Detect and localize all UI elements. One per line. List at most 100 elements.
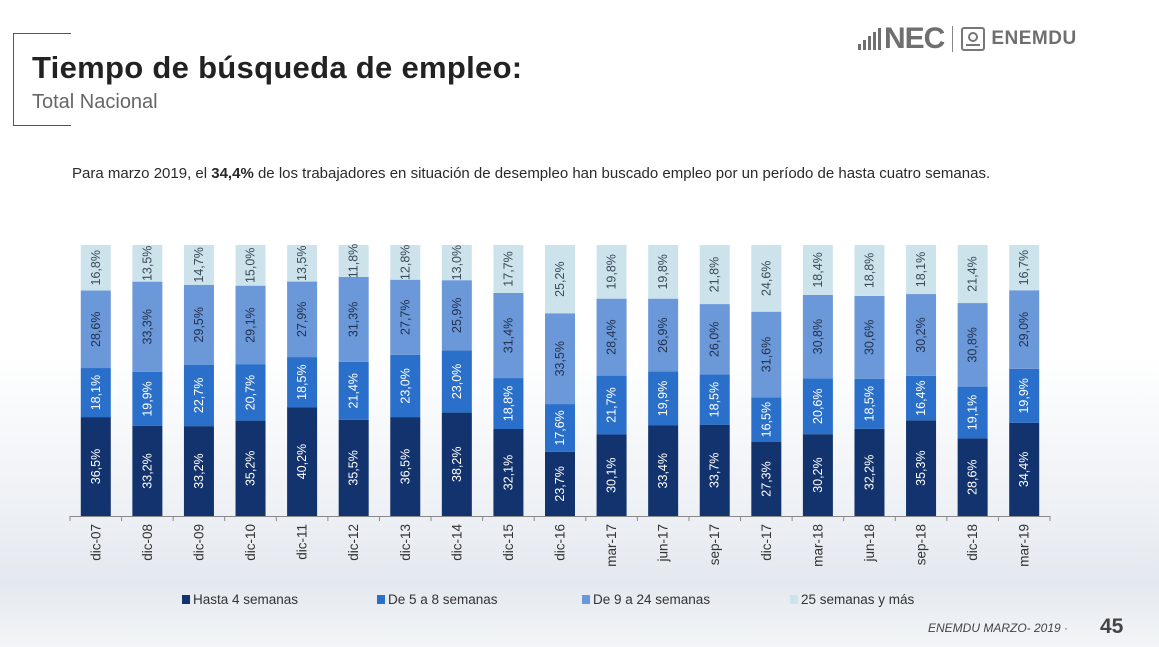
legend-label: De 9 a 24 semanas [593, 592, 711, 607]
bar-segment [802, 245, 833, 295]
data-label: 21,4% [347, 373, 361, 408]
data-label: 11,8% [347, 244, 361, 279]
x-tick-label: dic-16 [553, 524, 568, 561]
legend-item: De 9 a 24 semanas [582, 592, 790, 607]
bar-segment [906, 420, 937, 516]
bar-segment [132, 371, 163, 426]
data-label: 38,2% [450, 447, 464, 482]
footer-source: ENEMDU MARZO- 2019 · [928, 621, 1069, 635]
data-label: 30,8% [966, 327, 980, 362]
chart-legend: Hasta 4 semanas De 5 a 8 semanas De 9 a 24… [182, 592, 970, 607]
data-label: 18,8% [862, 253, 876, 288]
data-label: 27,7% [398, 299, 412, 334]
bar-segment [287, 357, 318, 408]
legend-item: De 5 a 8 semanas [377, 592, 582, 607]
bar-segment [854, 428, 885, 516]
bar-segment [957, 438, 988, 516]
bar-segment [545, 404, 575, 452]
data-label: 35,3% [914, 450, 928, 485]
enemdu-emblem-icon [961, 27, 986, 51]
bar-segment [957, 303, 988, 387]
bar-segment [441, 412, 472, 516]
data-label: 23,0% [450, 364, 464, 399]
bar-segment [287, 281, 318, 358]
data-label: 21,8% [708, 257, 722, 292]
data-label: 34,4% [1017, 452, 1031, 487]
data-label: 33,4% [656, 453, 670, 488]
bar-segment [648, 425, 679, 516]
bar-segment [957, 386, 988, 439]
x-tick-label: sep-18 [914, 524, 929, 565]
x-tick-label: dic-10 [243, 524, 258, 561]
data-label: 15,0% [244, 248, 258, 283]
legend-label: 25 semanas y más [801, 592, 915, 607]
bar-segment [287, 407, 318, 516]
x-tick-label: dic-12 [346, 524, 361, 561]
bar-segment [751, 397, 782, 443]
data-label: 12,8% [398, 245, 412, 280]
x-tick-label: dic-11 [295, 524, 310, 560]
bar-segment [493, 429, 524, 516]
data-label: 31,3% [347, 302, 361, 337]
data-label: 13,5% [295, 246, 309, 281]
x-tick-label: mar-18 [810, 524, 825, 567]
data-label: 21,4% [966, 256, 980, 291]
bar-segment [235, 245, 266, 286]
data-label: 30,6% [862, 320, 876, 355]
data-label: 32,2% [862, 455, 876, 490]
signal-bars-icon [858, 28, 881, 50]
bar-segment [545, 245, 575, 314]
bar-segment [441, 350, 472, 413]
data-label: 40,2% [295, 444, 309, 479]
x-tick-label: dic-14 [449, 524, 464, 561]
data-label: 32,1% [501, 455, 515, 490]
x-tick-label: jun-17 [656, 524, 671, 563]
bar-segment [287, 245, 318, 282]
data-label: 31,4% [501, 318, 515, 353]
x-tick-label: dic-07 [88, 524, 103, 561]
data-label: 36,5% [89, 449, 103, 484]
bar-segment [802, 294, 833, 379]
data-label: 19,9% [140, 381, 154, 416]
data-label: 30,1% [605, 457, 619, 492]
bar-segment [802, 434, 833, 516]
description-prefix: Para marzo 2019, el [72, 165, 212, 182]
data-label: 18,8% [501, 386, 515, 421]
bar-segment [338, 361, 369, 420]
logo-enemdu-text: ENEMDU [991, 28, 1077, 49]
data-label: 23,0% [398, 368, 412, 403]
bar-segment [1009, 368, 1040, 423]
bar-segment [596, 298, 627, 376]
data-label: 16,8% [89, 250, 103, 285]
data-label: 29,5% [192, 307, 206, 342]
bar-segment [493, 292, 524, 379]
x-tick-label: dic-09 [191, 524, 206, 561]
bar-segment [493, 245, 524, 293]
data-label: 33,5% [553, 341, 567, 376]
data-label: 29,1% [244, 307, 258, 342]
data-label: 19,8% [605, 254, 619, 289]
data-label: 24,6% [759, 261, 773, 296]
bar-segment [751, 245, 782, 312]
data-label: 19,9% [1017, 378, 1031, 413]
data-label: 28,6% [966, 459, 980, 494]
legend-label: Hasta 4 semanas [193, 592, 299, 607]
data-label: 33,3% [140, 309, 154, 344]
data-label: 25,9% [450, 298, 464, 333]
data-label: 16,4% [914, 380, 928, 415]
bar-segment [338, 276, 369, 362]
bar-segment [441, 280, 472, 351]
bar-segment [699, 374, 730, 425]
bar-segment [80, 245, 111, 291]
x-tick-label: dic-15 [501, 524, 516, 561]
x-tick-label: jun-18 [862, 524, 877, 563]
description-suffix: de los trabajadores en situación de dese… [253, 165, 991, 182]
data-label: 27,3% [759, 461, 773, 496]
bar-segment [390, 245, 421, 280]
x-tick-label: mar-19 [1017, 524, 1032, 567]
bar-segment [80, 368, 111, 418]
page-title: Tiempo de búsqueda de empleo: [32, 50, 523, 85]
bar-segment [596, 434, 627, 516]
legend-swatch [377, 595, 385, 604]
